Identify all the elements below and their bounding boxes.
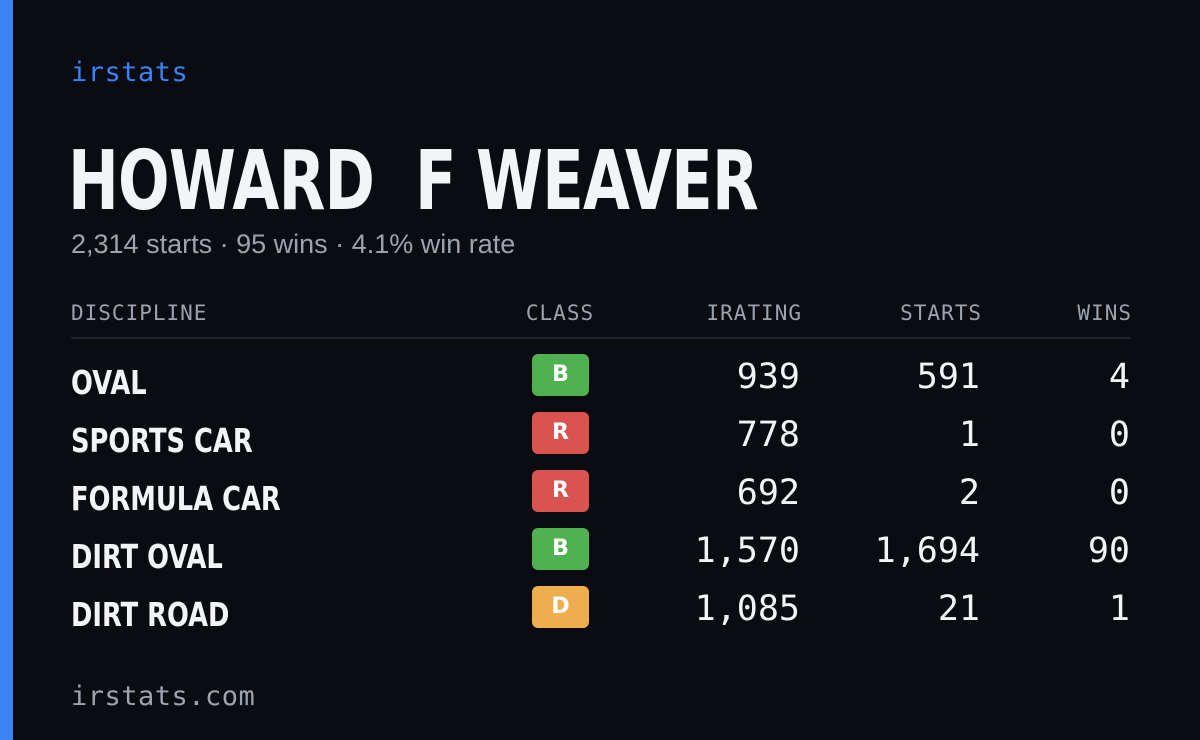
class-badge: B [532,354,589,396]
starts-value: 2 [958,473,980,513]
irating-value: 778 [736,415,800,455]
wins-value: 90 [1087,531,1130,571]
starts-value: 591 [916,357,980,397]
footer-url: irstats.com [71,681,256,712]
summary-separator: · [335,229,345,259]
discipline-label: FORMULA CAR [71,479,281,518]
discipline-label: DIRT ROAD [71,595,230,634]
table-row: FORMULA CAR R 692 2 0 [0,470,1200,528]
header-irating: IRATING [706,301,802,325]
brand-logo-text: irstats [71,57,189,88]
wins-value: 0 [1108,473,1130,513]
accent-bar [0,0,13,740]
header-starts: STARTS [900,301,982,325]
header-wins: WINS [1077,301,1132,325]
class-badge: B [532,528,589,570]
class-badge: R [532,470,589,512]
table-row: OVAL B 939 591 4 [0,354,1200,412]
table-row: DIRT OVAL B 1,570 1,694 90 [0,528,1200,586]
irating-value: 1,570 [694,531,800,571]
summary-separator: · [219,229,229,259]
discipline-label: DIRT OVAL [71,537,223,576]
summary-win-rate: 4.1% win rate [351,229,516,259]
driver-name: HOWARD F WEAVER [68,134,759,229]
wins-value: 4 [1108,357,1130,397]
summary-wins: 95 wins [236,229,328,259]
irating-value: 939 [736,357,800,397]
irating-value: 1,085 [694,589,800,629]
starts-value: 1 [958,415,980,455]
driver-summary: 2,314 starts · 95 wins · 4.1% win rate [71,226,515,262]
header-divider [71,337,1131,339]
starts-value: 21 [937,589,980,629]
wins-value: 0 [1108,415,1130,455]
discipline-label: SPORTS CAR [71,421,253,460]
wins-value: 1 [1108,589,1130,629]
irating-value: 692 [736,473,800,513]
table-row: SPORTS CAR R 778 1 0 [0,412,1200,470]
discipline-label: OVAL [71,363,147,402]
header-class: CLASS [525,301,595,325]
class-badge: D [532,586,589,628]
summary-starts: 2,314 starts [71,229,213,259]
table-row: DIRT ROAD D 1,085 21 1 [0,586,1200,644]
class-badge: R [532,412,589,454]
starts-value: 1,694 [874,531,980,571]
header-discipline: DISCIPLINE [71,301,208,325]
